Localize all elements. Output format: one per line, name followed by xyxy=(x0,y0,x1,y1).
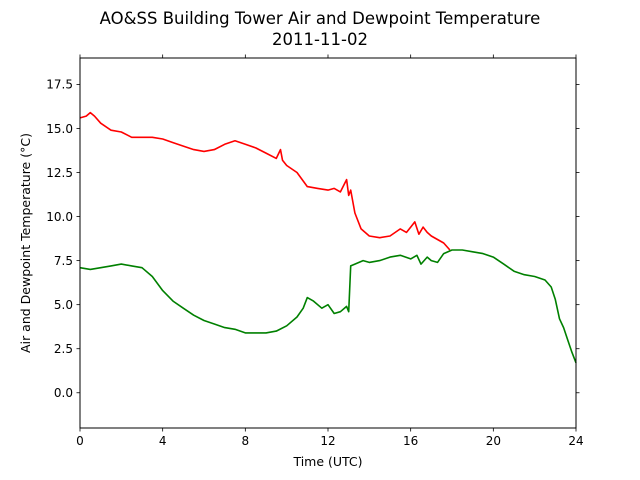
y-axis: 0.0 2.5 5.0 7.5 10.0 12.5 15.0 17.5 xyxy=(46,78,580,400)
x-tick-label: 12 xyxy=(320,434,335,448)
chart-title: AO&SS Building Tower Air and Dewpoint Te… xyxy=(100,9,541,28)
x-tick-label: 8 xyxy=(242,434,250,448)
x-tick-label: 24 xyxy=(568,434,583,448)
series-line-2 xyxy=(79,249,577,364)
x-axis-label: Time (UTC) xyxy=(292,454,362,469)
y-tick-label: 5.0 xyxy=(54,298,73,312)
y-axis-label: Air and Dewpoint Temperature (°C) xyxy=(18,133,33,353)
y-tick-label: 12.5 xyxy=(46,166,73,180)
y-tick-label: 7.5 xyxy=(54,254,73,268)
y-tick-label: 17.5 xyxy=(46,78,73,92)
series-line-1 xyxy=(79,111,451,251)
y-tick-label: 2.5 xyxy=(54,342,73,356)
series-layer xyxy=(79,111,577,364)
x-tick-label: 16 xyxy=(403,434,418,448)
x-axis: 0 4 8 12 16 20 24 xyxy=(76,54,584,448)
y-tick-label: 10.0 xyxy=(46,210,73,224)
y-tick-label: 15.0 xyxy=(46,122,73,136)
x-tick-label: 4 xyxy=(159,434,167,448)
y-tick-label: 0.0 xyxy=(54,386,73,400)
x-tick-label: 0 xyxy=(76,434,84,448)
chart-subtitle: 2011-11-02 xyxy=(272,30,368,49)
x-tick-label: 20 xyxy=(486,434,501,448)
